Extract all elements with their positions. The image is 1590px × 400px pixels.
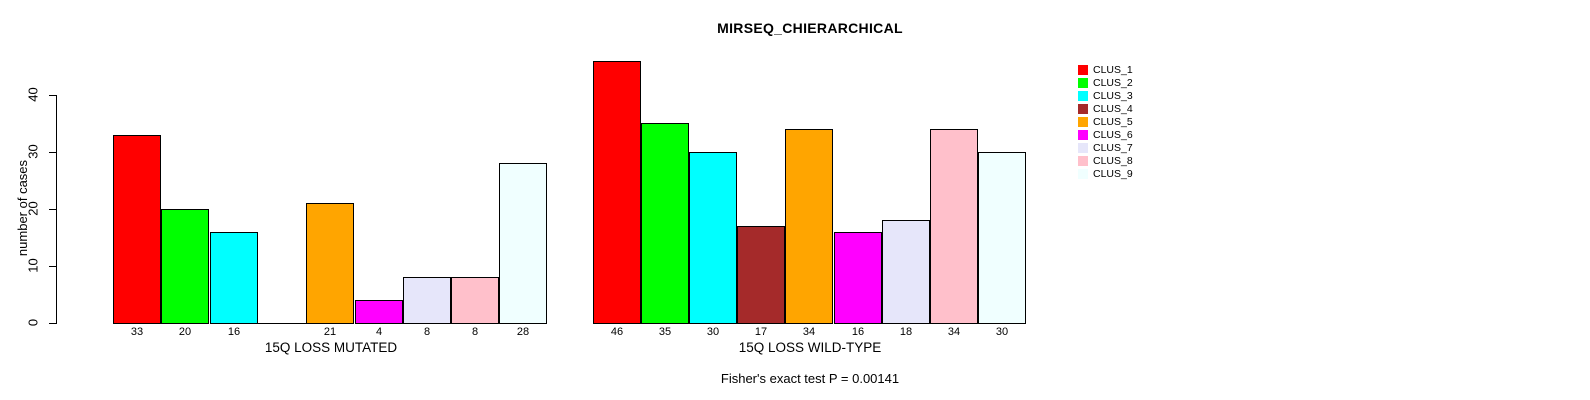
legend-swatch-clus-1	[1078, 65, 1088, 75]
bar-clus-2	[161, 209, 209, 324]
legend-label-clus-4: CLUS_4	[1093, 103, 1133, 115]
legend-swatch-clus-3	[1078, 91, 1088, 101]
legend-label-clus-6: CLUS_6	[1093, 129, 1133, 141]
bar-value-label: 16	[227, 326, 241, 338]
y-axis-tick-label: 20	[25, 201, 41, 216]
y-axis-line	[56, 95, 57, 324]
y-axis-tick-label: 0	[25, 318, 41, 327]
bar-clus-9	[978, 152, 1026, 324]
bar-value-label: 21	[323, 326, 337, 338]
bar-value-label: 4	[375, 326, 383, 338]
legend-swatch-clus-2	[1078, 78, 1088, 88]
legend-label-clus-9: CLUS_9	[1093, 168, 1133, 180]
y-axis-tick-label: 10	[25, 258, 41, 273]
bar-value-label: 8	[471, 326, 479, 338]
legend-swatch-clus-8	[1078, 156, 1088, 166]
bar-clus-9	[499, 163, 547, 324]
y-axis-tick	[49, 152, 56, 153]
legend-swatch-clus-6	[1078, 130, 1088, 140]
fisher-test-annotation: Fisher's exact test P = 0.00141	[720, 371, 900, 386]
legend-label-clus-3: CLUS_3	[1093, 90, 1133, 102]
bar-value-label: 28	[516, 326, 530, 338]
x-axis-label-mutated: 15Q LOSS MUTATED	[264, 340, 398, 355]
legend-label-clus-7: CLUS_7	[1093, 142, 1133, 154]
y-axis-tick	[49, 95, 56, 96]
bar-value-label: 8	[423, 326, 431, 338]
bar-value-label: 46	[610, 326, 624, 338]
legend-swatch-clus-7	[1078, 143, 1088, 153]
bar-clus-6	[834, 232, 882, 324]
bar-value-label: 16	[851, 326, 865, 338]
bar-clus-4	[737, 226, 785, 324]
bar-value-label: 17	[754, 326, 768, 338]
legend-label-clus-5: CLUS_5	[1093, 116, 1133, 128]
bar-clus-3	[689, 152, 737, 324]
bar-clus-8	[930, 129, 978, 324]
y-axis-tick-label: 40	[25, 87, 41, 102]
bar-value-label: 20	[178, 326, 192, 338]
bar-clus-4-zero	[258, 323, 306, 324]
bar-value-label: 34	[802, 326, 816, 338]
bar-clus-5	[306, 203, 354, 324]
bar-clus-2	[641, 123, 689, 324]
y-axis-tick	[49, 323, 56, 324]
legend-swatch-clus-9	[1078, 169, 1088, 179]
y-axis-tick-label: 30	[25, 144, 41, 159]
bar-value-label: 30	[995, 326, 1009, 338]
bar-clus-7	[882, 220, 930, 324]
legend-label-clus-1: CLUS_1	[1093, 64, 1133, 76]
bar-clus-8	[451, 277, 499, 324]
bar-value-label: 33	[130, 326, 144, 338]
y-axis-tick	[49, 209, 56, 210]
legend-swatch-clus-4	[1078, 104, 1088, 114]
bar-clus-1	[113, 135, 161, 324]
legend-label-clus-2: CLUS_2	[1093, 77, 1133, 89]
bar-value-label: 18	[899, 326, 913, 338]
x-axis-label-wildtype: 15Q LOSS WILD-TYPE	[738, 340, 882, 355]
bar-clus-5	[785, 129, 833, 324]
legend-label-clus-8: CLUS_8	[1093, 155, 1133, 167]
bar-value-label: 30	[706, 326, 720, 338]
bar-clus-1	[593, 61, 641, 324]
bar-clus-6	[355, 300, 403, 324]
bar-clus-7	[403, 277, 451, 324]
chart-title: MIRSEQ_CHIERARCHICAL	[717, 20, 903, 36]
bar-value-label: 34	[947, 326, 961, 338]
y-axis-tick	[49, 266, 56, 267]
bar-value-label: 35	[658, 326, 672, 338]
bar-clus-3	[210, 232, 258, 324]
legend-swatch-clus-5	[1078, 117, 1088, 127]
